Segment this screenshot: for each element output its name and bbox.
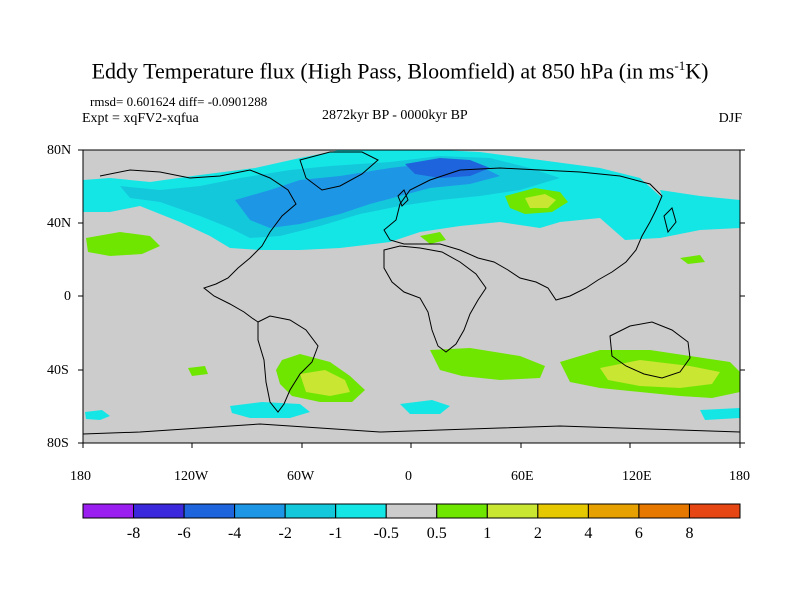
pos-region-south-america-core [300, 370, 350, 396]
title-superscript: -1 [674, 58, 686, 73]
colorbar-label: 8 [685, 525, 693, 542]
pos-region-north-pacific [86, 232, 160, 256]
coast-antarctica [83, 423, 740, 435]
neg-region-south-atlantic-2 [400, 400, 450, 414]
colorbar-label: -0.5 [374, 525, 399, 542]
colorbar-label: 2 [534, 525, 542, 542]
lat-label-0: 0 [64, 289, 71, 304]
colorbar-swatch [587, 503, 640, 519]
coastlines [83, 151, 740, 435]
coast-greenland [299, 151, 379, 191]
colorbar-swatch [385, 503, 438, 519]
lat-label-80n: 80N [47, 143, 72, 158]
colorbar-label: -1 [329, 525, 342, 542]
coast-africa [383, 245, 487, 353]
pos-region-south-pacific-small [188, 366, 208, 376]
coast-australia [609, 321, 691, 379]
pos-region-australia-core [600, 360, 720, 388]
colorbar-swatch [537, 503, 589, 519]
coast-north-america [99, 169, 297, 323]
colorbar-label: 6 [635, 525, 643, 542]
colorbar-label: -6 [177, 525, 190, 542]
colorbar-label: 4 [584, 525, 592, 542]
lon-label-120w: 120W [174, 469, 209, 484]
colorbar-swatch [183, 503, 236, 519]
neg-region-south-atlantic-1 [230, 402, 310, 418]
season-label: DJF [718, 111, 742, 126]
colorbar-swatch [486, 503, 539, 519]
title-end: K) [685, 58, 709, 84]
chart-title: Eddy Temperature flux (High Pass, Bloomf… [0, 58, 800, 84]
colorbar-swatch [688, 503, 741, 519]
colorbar-swatch [234, 503, 286, 519]
colorbar-swatch [436, 503, 488, 519]
lat-ticks [78, 149, 745, 444]
expt-text: Expt = xqFV2-xqfua [82, 111, 199, 126]
colorbar-swatch [82, 503, 135, 519]
colorbar-swatch [335, 503, 387, 519]
lon-ticks [82, 443, 741, 448]
pos-region-south-africa-indian [430, 348, 545, 380]
lon-label-120e: 120E [622, 469, 652, 484]
colorbar-label: -2 [278, 525, 291, 542]
lon-label-60w: 60W [287, 469, 315, 484]
lon-label-0: 0 [405, 469, 412, 484]
neg-region-nw-pacific [660, 190, 740, 228]
lon-label-180e: 180 [729, 469, 750, 484]
title-main: Eddy Temperature flux (High Pass, Bloomf… [91, 58, 675, 84]
colorbar-label: 1 [483, 525, 491, 542]
neg-region-south-ocean-east [700, 408, 740, 420]
colorbar-swatch [638, 503, 690, 519]
lat-label-80s: 80S [47, 436, 69, 451]
neg-region-south-pacific-1 [85, 410, 110, 420]
lon-label-60e: 60E [511, 469, 534, 484]
colorbar-label: -8 [127, 525, 140, 542]
colorbar-label: -4 [228, 525, 241, 542]
neg-region-scandinavia [405, 158, 490, 178]
coast-uk [397, 189, 409, 207]
colorbar-swatch [133, 503, 185, 519]
pos-region-mediterranean [420, 232, 446, 244]
map-plot-area [83, 150, 740, 443]
colorbar: -8 -6 -4 -2 -1 -0.5 0.5 1 2 4 6 8 [82, 503, 741, 542]
period-text: 2872kyr BP - 0000kyr BP [322, 108, 468, 123]
coast-eurasia [383, 167, 663, 301]
coast-japan [663, 207, 677, 234]
pos-region-central-asia-core [525, 194, 556, 208]
rmsd-text: rmsd= 0.601624 diff= -0.0901288 [90, 94, 268, 109]
coast-south-america [257, 315, 319, 413]
colorbar-label: 0.5 [427, 525, 447, 542]
pos-region-west-pacific [680, 255, 705, 264]
colorbar-swatch [284, 503, 337, 519]
lat-label-40n: 40N [47, 216, 72, 231]
lat-label-40s: 40S [47, 363, 69, 378]
lon-label-180w: 180 [70, 469, 91, 484]
